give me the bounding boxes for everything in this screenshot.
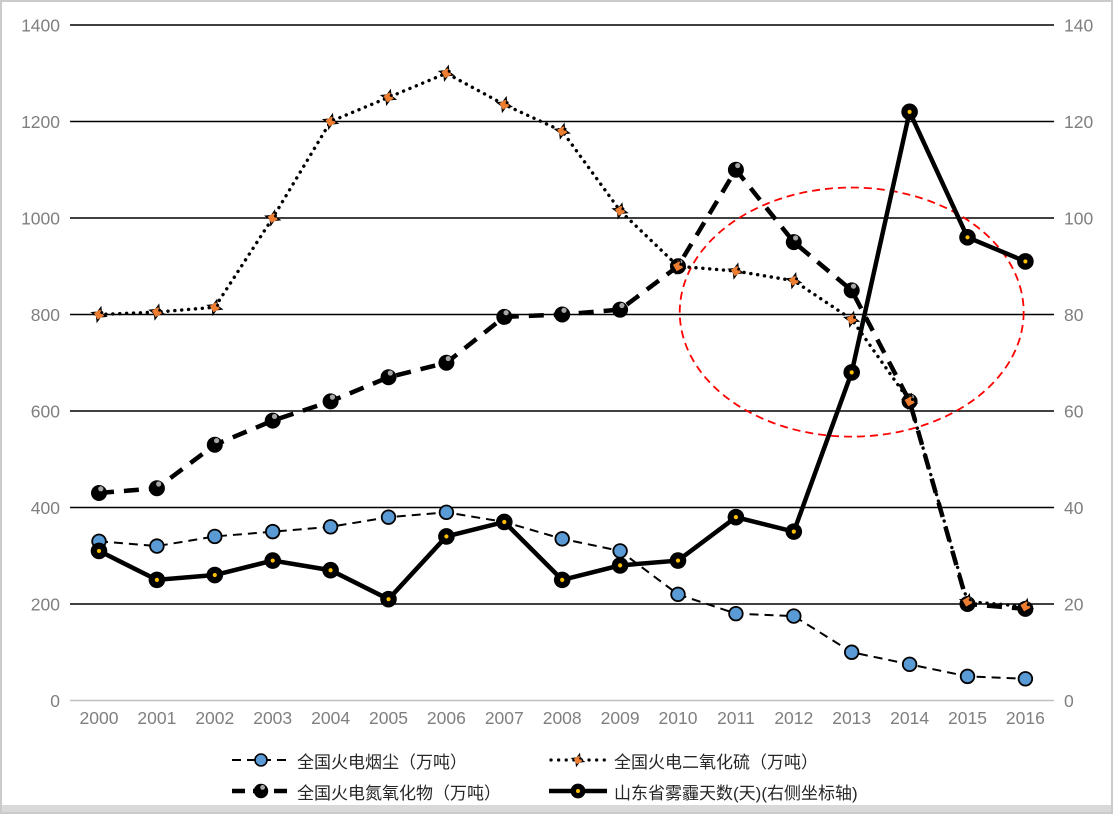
legend-marker-nox-icon (232, 783, 290, 799)
window-bottom-edge (2, 805, 1111, 812)
x-axis-tick-label: 2009 (601, 708, 640, 728)
x-axis-tick-label: 2015 (948, 708, 987, 728)
right-axis-tick-label: 120 (1064, 112, 1093, 132)
legend-item-haze-days[interactable]: 山东省雾霾天数(天)(右侧坐标轴) (547, 777, 858, 805)
x-axis-tick-label: 2010 (659, 708, 698, 728)
left-axis-tick-label: 1200 (21, 112, 60, 132)
x-axis-tick-label: 2006 (427, 708, 466, 728)
right-axis-tick-label: 140 (1064, 16, 1093, 36)
left-axis-tick-label: 1400 (21, 16, 60, 36)
right-axis-tick-label: 80 (1064, 305, 1084, 325)
x-axis-tick-label: 2011 (717, 708, 755, 728)
legend-item-so2[interactable]: 全国火电二氧化硫（万吨） (547, 746, 858, 774)
right-axis-tick-label: 100 (1064, 209, 1093, 229)
legend-label-smoke-dust: 全国火电烟尘（万吨） (297, 752, 467, 772)
legend-item-nox[interactable]: 全国火电氮氧化物（万吨） (230, 777, 547, 805)
chart-legend: 全国火电烟尘（万吨） 全国火电二氧化硫（万吨） 全国火电氮氧化物（万吨） (230, 746, 858, 805)
left-axis-tick-label: 200 (31, 595, 60, 615)
right-axis-tick-label: 20 (1064, 595, 1084, 615)
series-line-3 (97, 104, 1027, 602)
series-markers-0 (91, 504, 1034, 687)
x-axis-tick-label: 2004 (311, 708, 350, 728)
left-axis-tick-label: 1000 (21, 209, 60, 229)
x-axis-tick-label: 2016 (1006, 708, 1045, 728)
legend-label-haze-days: 山东省雾霾天数(天)(右侧坐标轴) (614, 783, 858, 803)
legend-label-so2: 全国火电二氧化硫（万吨） (614, 752, 818, 772)
left-axis-tick-label: 400 (31, 498, 60, 518)
x-axis-tick-label: 2013 (832, 708, 871, 728)
x-axis-tick-label: 2012 (774, 708, 813, 728)
right-axis-tick-label: 60 (1064, 402, 1084, 422)
legend-marker-haze-days-icon (549, 783, 607, 799)
left-axis-tick-label: 600 (31, 402, 60, 422)
series-markers-1 (90, 64, 1035, 616)
right-axis-tick-label: 40 (1064, 498, 1084, 518)
x-axis-tick-label: 2007 (485, 708, 524, 728)
x-axis-tick-label: 2003 (253, 708, 292, 728)
left-axis-tick-label: 800 (31, 305, 60, 325)
x-axis-tick-label: 2005 (369, 708, 408, 728)
x-axis-tick-label: 2001 (137, 708, 176, 728)
x-axis-tick-label: 2000 (80, 708, 119, 728)
series-markers-3 (90, 103, 1034, 608)
highlight-ellipse-annotation (678, 186, 1025, 438)
legend-marker-so2-icon (549, 752, 607, 768)
x-axis-tick-label: 2014 (890, 708, 929, 728)
legend-marker-smoke-dust-icon (232, 753, 290, 767)
left-axis-tick-label: 0 (50, 691, 60, 711)
right-axis-tick-label: 0 (1064, 691, 1074, 711)
legend-label-nox: 全国火电氮氧化物（万吨） (297, 783, 501, 803)
series-markers-2 (91, 161, 1034, 617)
line-chart-plot-area: 0 0 200 20 400 40 600 60 800 80 1000 100 1200 120 1400… (21, 16, 1093, 729)
series-line-1 (97, 71, 1028, 609)
x-axis-tick-label: 2008 (543, 708, 582, 728)
legend-item-smoke-dust[interactable]: 全国火电烟尘（万吨） (230, 746, 547, 774)
x-axis-tick-label: 2002 (195, 708, 234, 728)
